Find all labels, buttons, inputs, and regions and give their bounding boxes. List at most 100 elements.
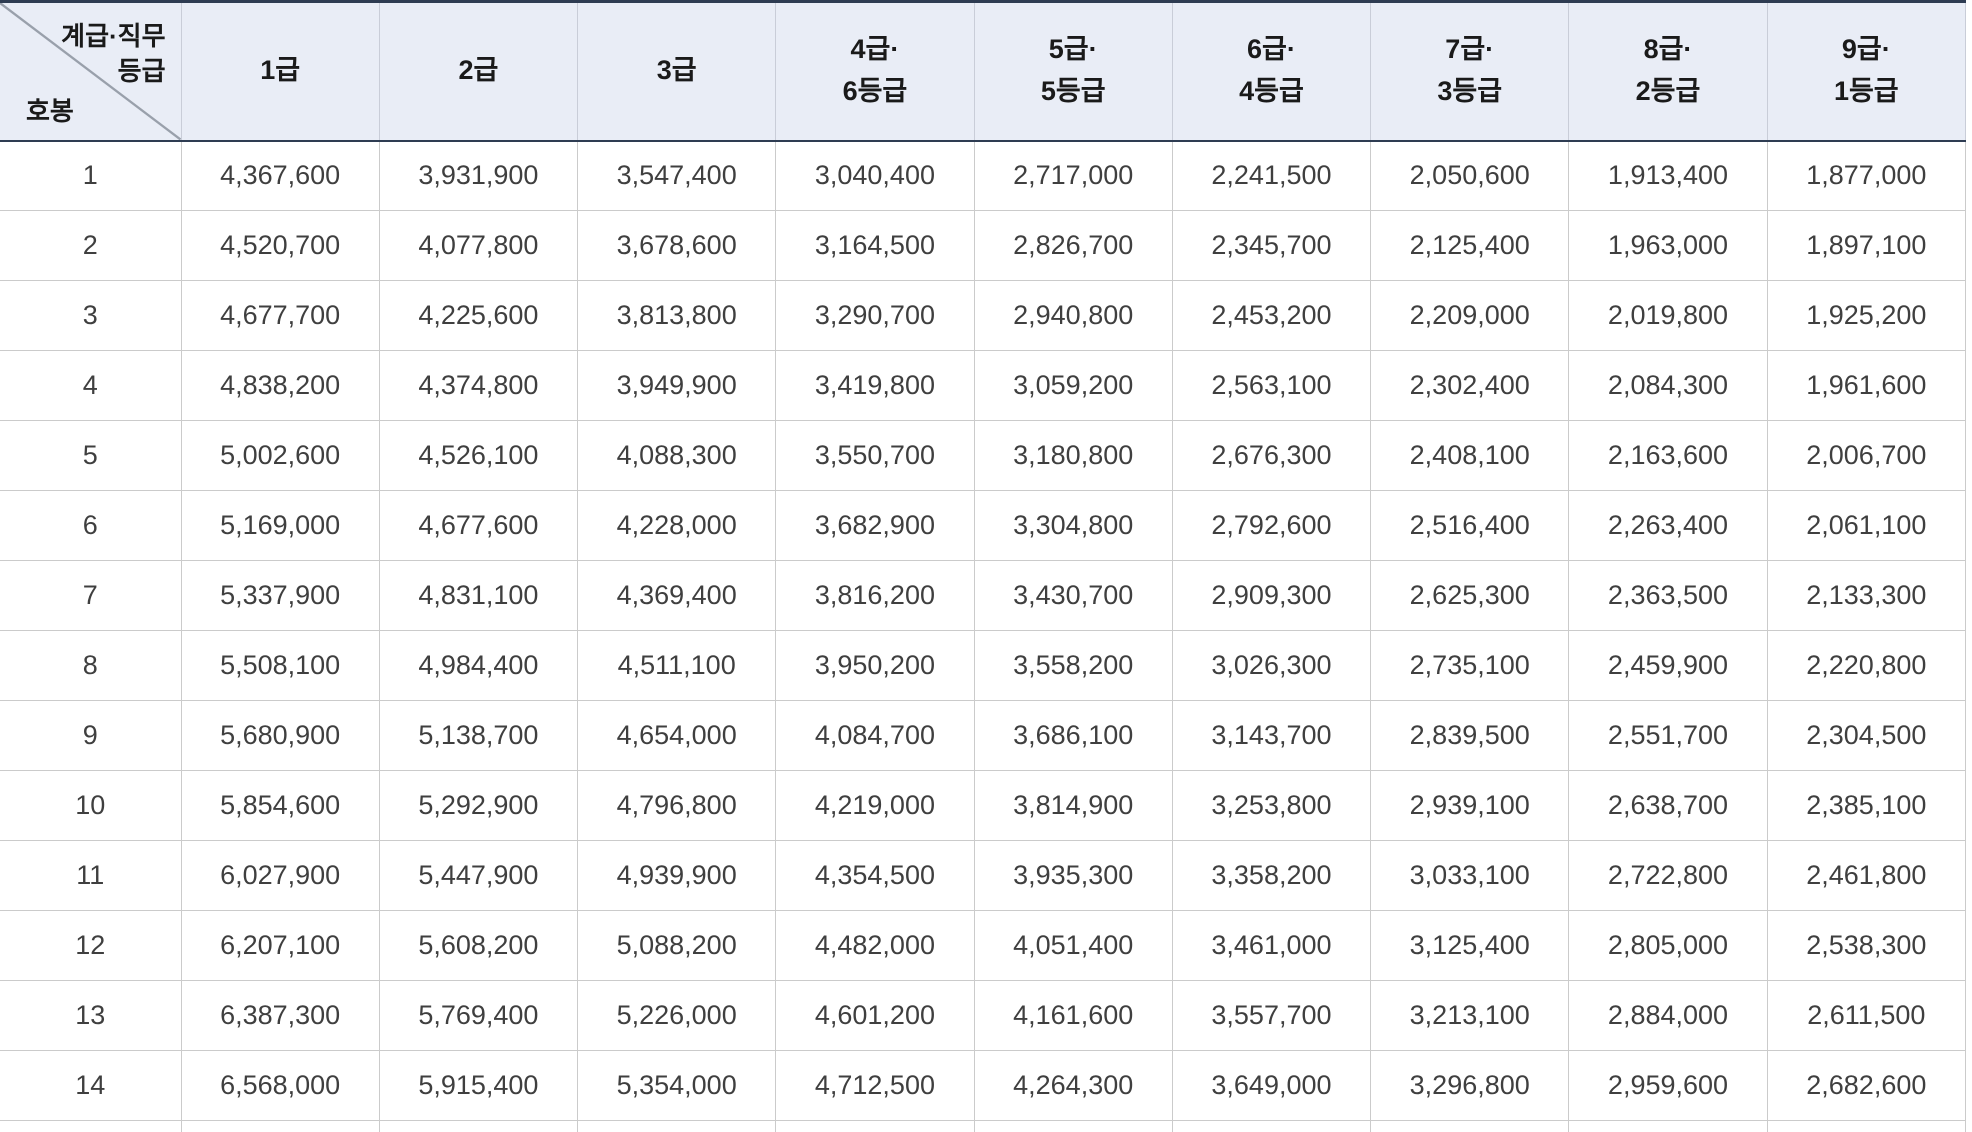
salary-cell: 3,813,800 [577, 280, 776, 351]
salary-cell: 2,805,000 [1568, 910, 1768, 981]
salary-cell: 5,169,000 [180, 490, 380, 561]
salary-cell: 5,354,000 [577, 1050, 776, 1121]
salary-cell: 4,367,600 [180, 140, 380, 211]
salary-cell: 4,838,200 [180, 350, 380, 421]
salary-cell: 2,682,600 [1766, 1050, 1967, 1121]
salary-cell: 4,712,500 [775, 1050, 975, 1121]
column-header-line2: 2등급 [1635, 76, 1701, 107]
salary-cell: 5,002,600 [180, 420, 380, 491]
salary-cell: 4,077,800 [378, 210, 578, 281]
step-cell: 9 [0, 700, 181, 771]
salary-cell: 5,508,100 [180, 630, 380, 701]
salary-cell: 1,897,100 [1766, 210, 1967, 281]
salary-cell: 3,125,400 [1370, 910, 1569, 981]
corner-header-cell: 계급·직무 등급 호봉 [0, 1, 181, 142]
column-header: 3급 [577, 1, 776, 142]
salary-cell: 2,220,800 [1766, 630, 1967, 701]
salary-cell: 3,814,900 [973, 770, 1173, 841]
table-row: 13 6,387,300 5,769,400 5,226,000 4,601,200 4,… [0, 980, 1967, 1051]
salary-cell: 2,084,300 [1568, 350, 1768, 421]
salary-cell: 1,963,000 [1568, 210, 1768, 281]
column-header: 7급· 3등급 [1370, 1, 1569, 142]
salary-cell: 5,608,200 [378, 910, 578, 981]
salary-cell: 5,337,900 [180, 560, 380, 631]
salary-cell: 6,568,000 [180, 1050, 380, 1121]
salary-cell: 3,931,900 [378, 140, 578, 211]
column-header-line1: 1급 [260, 55, 301, 86]
salary-cell: 5,854,600 [180, 770, 380, 841]
salary-cell: 2,408,100 [1370, 420, 1569, 491]
salary-cell: 2,459,900 [1568, 630, 1768, 701]
column-header-line1: 2급 [458, 55, 499, 86]
salary-cell: 3,949,900 [577, 350, 776, 421]
salary-cell: 4,354,500 [775, 840, 975, 911]
salary-cell: 2,125,400 [1370, 210, 1569, 281]
salary-cell [1766, 1120, 1967, 1132]
salary-cell: 4,526,100 [378, 420, 578, 491]
salary-cell: 3,290,700 [775, 280, 975, 351]
table-row: 2 4,520,700 4,077,800 3,678,600 3,164,500 2,8… [0, 210, 1967, 281]
salary-cell: 4,225,600 [378, 280, 578, 351]
salary-table-header: 계급·직무 등급 호봉 1급 2급 3급 4급· 6등급 5급· 5등급 6급· 4등급 7급· 3… [0, 1, 1967, 142]
salary-cell [1171, 1120, 1371, 1132]
salary-cell: 4,511,100 [577, 630, 776, 701]
corner-label-step: 호봉 [26, 95, 74, 126]
salary-cell: 3,296,800 [1370, 1050, 1569, 1121]
salary-cell: 4,264,300 [973, 1050, 1173, 1121]
salary-cell: 3,304,800 [973, 490, 1173, 561]
salary-cell: 2,061,100 [1766, 490, 1967, 561]
column-header: 2급 [378, 1, 578, 142]
salary-cell: 3,430,700 [973, 560, 1173, 631]
table-row-partial [0, 1120, 1967, 1132]
table-row: 12 6,207,100 5,608,200 5,088,200 4,482,000 4,… [0, 910, 1967, 981]
salary-cell: 4,374,800 [378, 350, 578, 421]
salary-cell: 2,133,300 [1766, 560, 1967, 631]
salary-cell: 5,680,900 [180, 700, 380, 771]
column-header-line1: 9급· [1841, 34, 1891, 65]
salary-cell: 2,538,300 [1766, 910, 1967, 981]
corner-label-grade-line2: 등급 [117, 56, 166, 87]
salary-cell: 2,717,000 [973, 140, 1173, 211]
salary-cell: 2,884,000 [1568, 980, 1768, 1051]
column-header: 4급· 6등급 [775, 1, 975, 142]
salary-cell: 5,138,700 [378, 700, 578, 771]
salary-cell: 4,482,000 [775, 910, 975, 981]
salary-cell: 4,677,600 [378, 490, 578, 561]
salary-cell [577, 1120, 776, 1132]
step-cell: 7 [0, 560, 181, 631]
salary-cell: 4,219,000 [775, 770, 975, 841]
column-header: 8급· 2등급 [1568, 1, 1768, 142]
salary-cell: 4,084,700 [775, 700, 975, 771]
salary-cell: 1,877,000 [1766, 140, 1967, 211]
salary-cell: 2,516,400 [1370, 490, 1569, 561]
salary-cell: 5,292,900 [378, 770, 578, 841]
step-cell: 4 [0, 350, 181, 421]
salary-cell: 4,088,300 [577, 420, 776, 491]
table-row: 8 5,508,100 4,984,400 4,511,100 3,950,200 3,5… [0, 630, 1967, 701]
salary-cell: 3,935,300 [973, 840, 1173, 911]
column-header: 6급· 4등급 [1171, 1, 1371, 142]
salary-cell: 3,686,100 [973, 700, 1173, 771]
salary-cell: 3,033,100 [1370, 840, 1569, 911]
salary-cell: 3,816,200 [775, 560, 975, 631]
salary-cell: 3,950,200 [775, 630, 975, 701]
salary-cell: 3,547,400 [577, 140, 776, 211]
step-cell: 12 [0, 910, 181, 981]
salary-cell [180, 1120, 380, 1132]
salary-cell [378, 1120, 578, 1132]
salary-cell: 3,678,600 [577, 210, 776, 281]
column-header-line1: 6급· [1247, 34, 1296, 65]
salary-cell: 2,625,300 [1370, 560, 1569, 631]
salary-cell: 1,961,600 [1766, 350, 1967, 421]
salary-cell: 5,447,900 [378, 840, 578, 911]
salary-cell: 3,419,800 [775, 350, 975, 421]
salary-cell: 2,209,000 [1370, 280, 1569, 351]
salary-cell: 4,520,700 [180, 210, 380, 281]
column-header-line1: 8급· [1643, 34, 1693, 65]
salary-cell: 2,638,700 [1568, 770, 1768, 841]
table-row: 1 4,367,600 3,931,900 3,547,400 3,040,400 2,7… [0, 140, 1967, 211]
salary-cell: 3,550,700 [775, 420, 975, 491]
step-cell: 2 [0, 210, 181, 281]
salary-cell: 4,161,600 [973, 980, 1173, 1051]
